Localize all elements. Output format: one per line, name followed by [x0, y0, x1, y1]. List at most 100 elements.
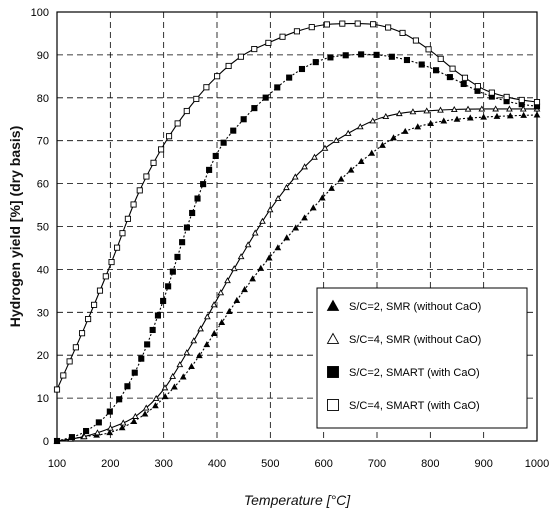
series-marker: [169, 372, 177, 379]
series-marker: [339, 20, 346, 27]
y-tick-label: 100: [31, 7, 49, 19]
series-marker: [301, 163, 308, 170]
series-marker: [266, 206, 274, 213]
series-marker: [102, 273, 109, 280]
series-marker: [225, 307, 233, 314]
series-marker: [193, 95, 200, 102]
series-marker: [210, 301, 218, 308]
legend: S/C=2, SMR (without CaO) S/C=4, SMR (with…: [316, 287, 528, 429]
series-marker: [136, 187, 143, 194]
series-marker: [149, 326, 156, 334]
series-marker: [130, 417, 138, 425]
series-marker: [412, 37, 419, 44]
series-marker: [119, 419, 127, 426]
series-marker: [274, 244, 282, 251]
series-marker: [142, 404, 150, 411]
series-marker: [492, 105, 499, 112]
series-marker: [425, 46, 432, 53]
series-marker: [176, 361, 184, 368]
series-marker: [293, 28, 300, 35]
series-marker: [344, 129, 352, 136]
series-marker: [262, 94, 269, 101]
series-marker: [131, 369, 138, 376]
series-marker: [91, 301, 98, 308]
series-marker: [418, 61, 425, 68]
series-marker: [327, 54, 334, 61]
series-marker: [337, 175, 345, 182]
series-marker: [478, 105, 486, 112]
x-tick-labels: 100 200 300 400 500 600 700 800 900 1000: [48, 458, 549, 470]
series-marker: [506, 105, 513, 112]
legend-marker-icon: [326, 299, 340, 311]
series-marker: [165, 283, 172, 290]
series-marker: [301, 214, 308, 221]
series-marker: [414, 123, 422, 130]
series-line: [56, 53, 538, 442]
series-marker: [171, 383, 178, 390]
series-marker: [131, 412, 139, 419]
series-marker: [152, 394, 160, 401]
x-tick-label: 1000: [525, 458, 549, 470]
series-marker: [161, 393, 169, 400]
series-marker: [108, 259, 115, 266]
series-marker: [318, 194, 326, 201]
series-marker: [249, 275, 256, 282]
series-marker: [118, 424, 126, 431]
series-marker: [533, 111, 541, 118]
series-marker: [283, 234, 291, 241]
x-tick-label: 300: [154, 458, 172, 470]
series-marker: [78, 330, 86, 337]
series-marker: [94, 429, 101, 436]
series-marker: [332, 136, 340, 143]
series-marker: [195, 352, 203, 359]
y-tick-label: 60: [37, 179, 49, 191]
series-marker: [274, 194, 282, 202]
series-marker: [291, 173, 299, 180]
series-marker: [503, 93, 510, 100]
series-marker: [368, 149, 376, 156]
series-marker: [183, 107, 190, 115]
series-marker: [95, 419, 102, 426]
series-marker: [373, 51, 380, 58]
series-marker: [203, 313, 211, 320]
x-tick-label: 600: [314, 458, 332, 470]
series-marker: [241, 286, 248, 293]
series-marker: [189, 209, 196, 217]
y-tick-label: 30: [37, 307, 49, 319]
y-axis-title: Hydrogen yield [%] (dry basis): [7, 126, 23, 327]
series-marker: [369, 117, 377, 124]
series-marker: [183, 224, 190, 231]
legend-item: S/C=4, SMART (with CaO): [327, 399, 480, 412]
series-marker: [446, 74, 453, 81]
x-tick-label: 700: [368, 458, 386, 470]
series-marker: [96, 287, 104, 294]
series-marker: [237, 53, 244, 60]
series-marker: [390, 134, 397, 141]
y-tick-label: 70: [37, 136, 49, 148]
series-marker: [230, 127, 237, 134]
series-marker: [183, 349, 191, 356]
series-marker: [460, 80, 467, 88]
series-marker: [308, 24, 315, 31]
series-marker: [311, 153, 318, 160]
series-marker: [379, 141, 386, 148]
y-tick-label: 90: [37, 50, 49, 62]
series-marker: [279, 33, 286, 40]
series-marker: [114, 244, 121, 251]
series-marker: [179, 239, 186, 246]
series-marker: [520, 111, 528, 118]
series-marker: [251, 46, 258, 53]
series-marker: [312, 59, 319, 66]
x-tick-label: 200: [101, 458, 119, 470]
series-marker: [449, 65, 456, 72]
series-marker: [237, 253, 245, 260]
series-marker: [292, 224, 300, 231]
legend-label: S/C=2, SMR (without CaO): [349, 301, 481, 313]
series-marker: [158, 146, 165, 153]
y-tick-label: 80: [37, 93, 49, 105]
series-marker: [480, 113, 488, 120]
series-marker: [141, 410, 149, 417]
series-marker: [124, 383, 131, 390]
series-marker: [240, 116, 247, 123]
series-marker: [119, 230, 126, 237]
